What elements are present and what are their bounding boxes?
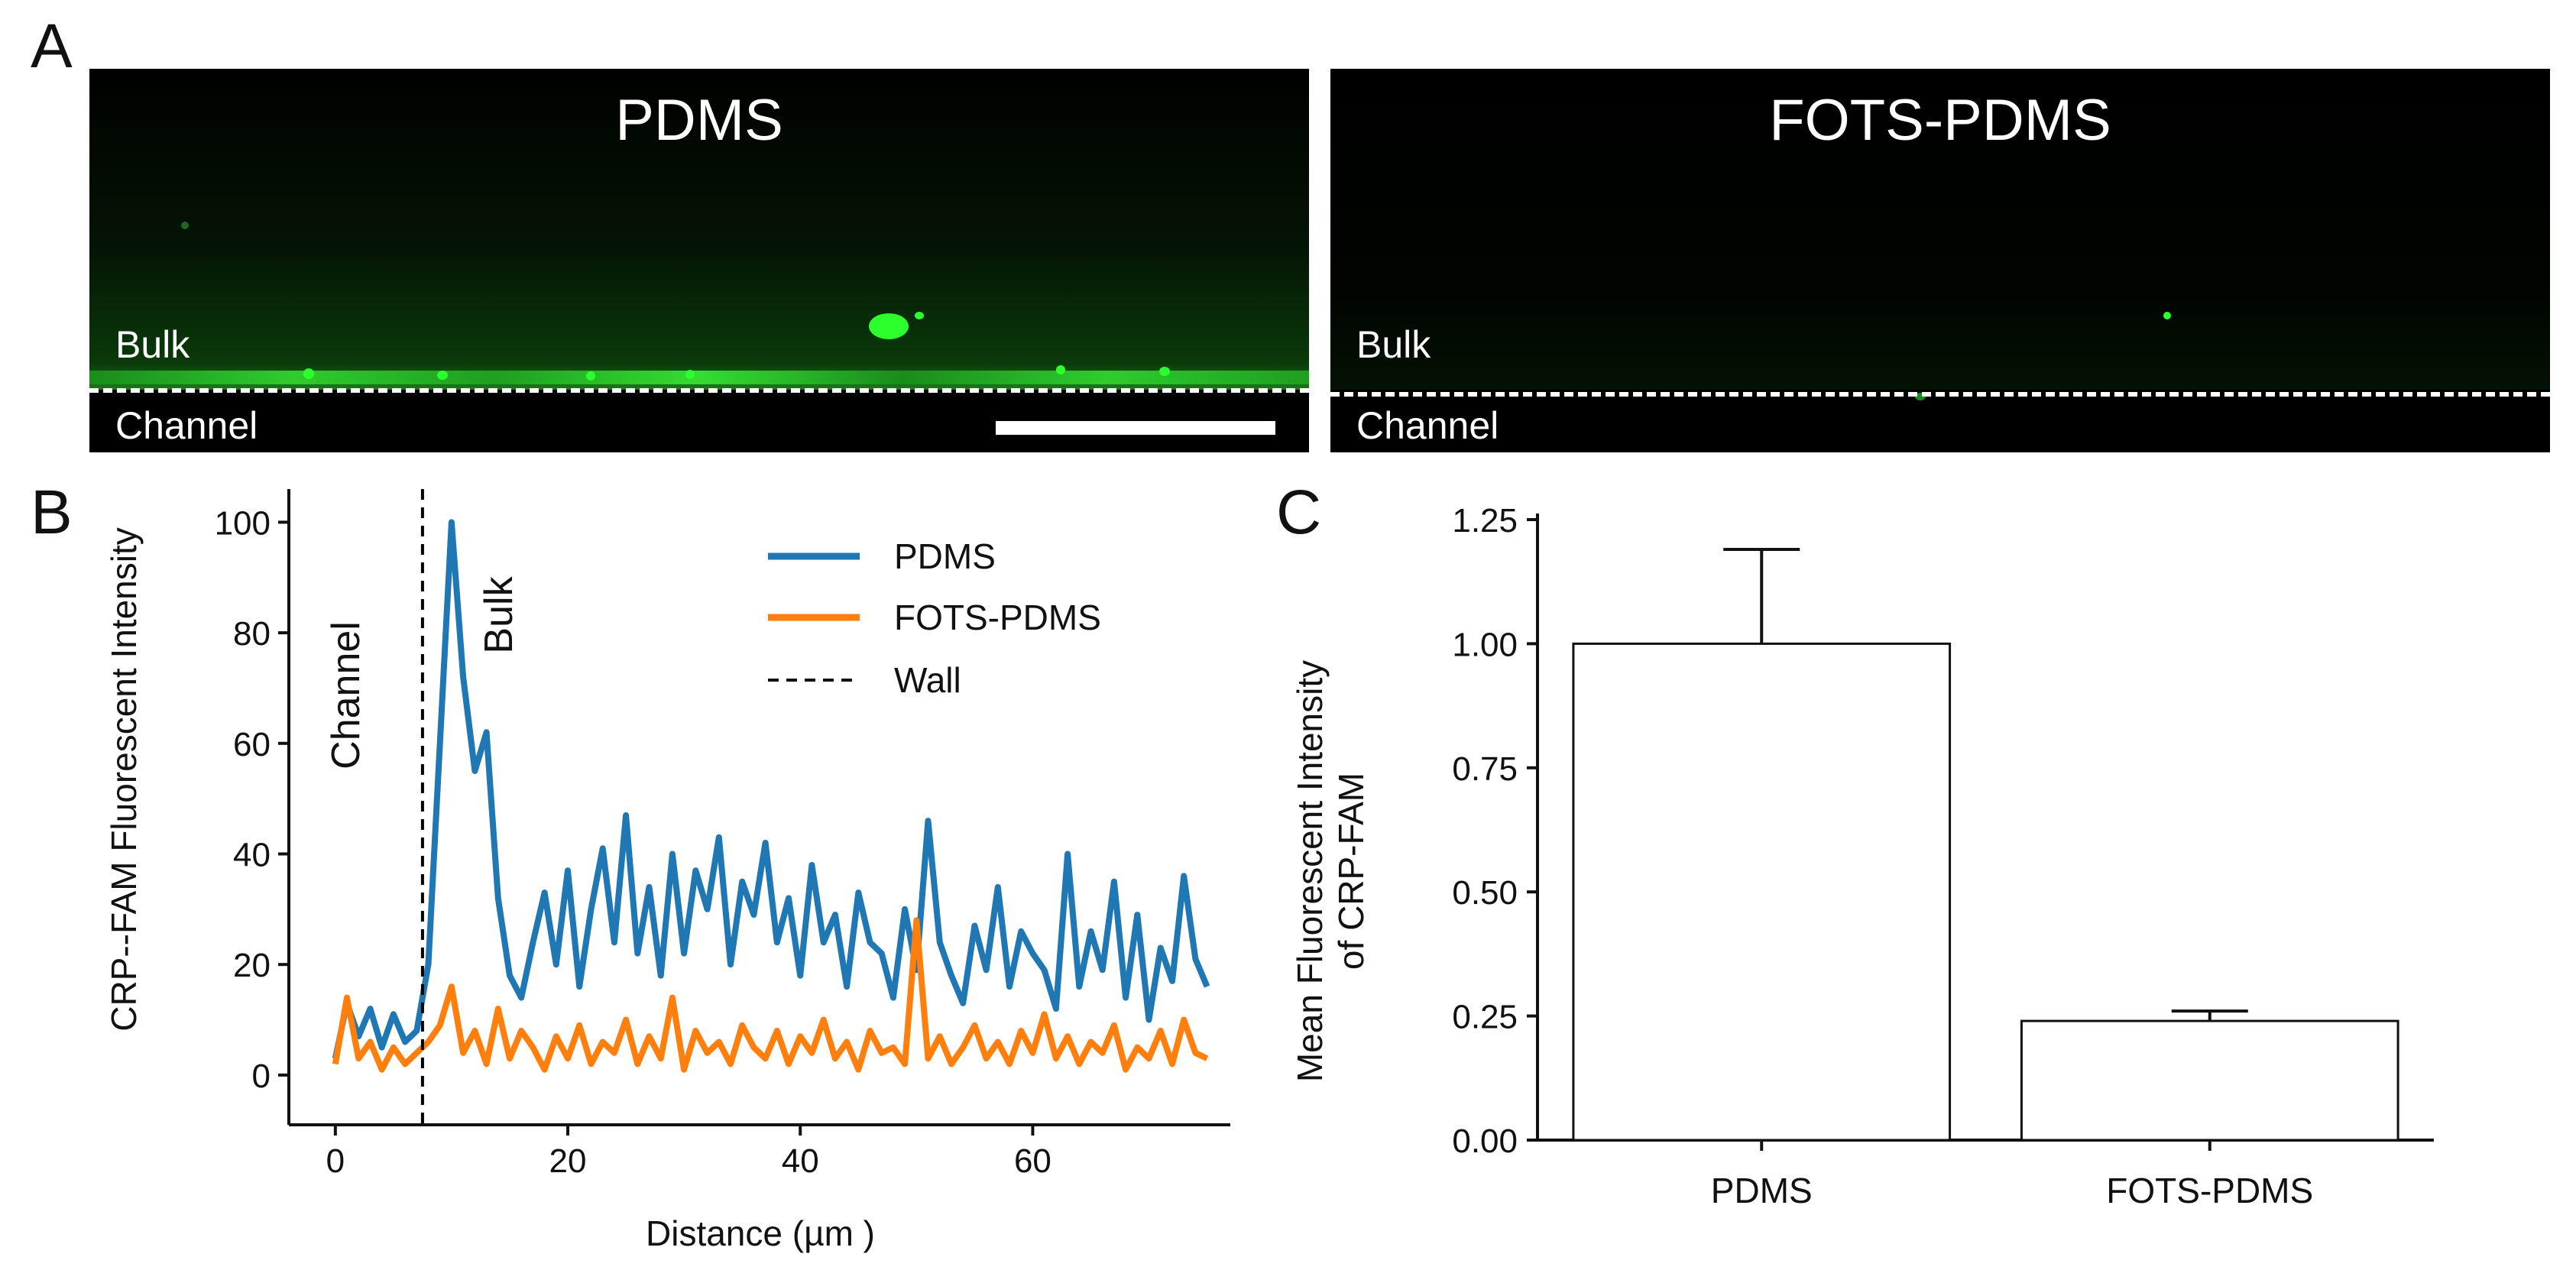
y-axis-label: CRP--FAM Fluorescent Intensity: [104, 527, 144, 1032]
series-line-fots-pdms: [332, 917, 1209, 1073]
channel-label: Channel: [1356, 404, 1499, 447]
wall-line: [1330, 392, 2550, 397]
micrograph-pdms: PDMS Bulk Channel: [89, 69, 1309, 452]
fluorescent-spot: [915, 312, 924, 319]
x-axis-label: Distance (µm ): [646, 1213, 875, 1253]
series-line-pdms: [332, 519, 1210, 1060]
bulk-label: Bulk: [1356, 323, 1431, 366]
bulk-label: Bulk: [115, 323, 190, 366]
fluorescent-spot: [181, 222, 189, 229]
panel-letter-c: C: [1276, 478, 1322, 547]
scale-bar: [996, 421, 1275, 435]
y-tick-label: 0.00: [1452, 1123, 1518, 1160]
fluorescent-aggregate: [869, 313, 909, 339]
legend-label-wall: Wall: [894, 660, 961, 700]
line-chart-intensity-profile: 0 20 40 60 80 100 0 20 40 60 CRP--FAM Fluorescent…: [104, 489, 1230, 1253]
fluorescent-spot: [1159, 367, 1170, 376]
x-tick-label: 40: [782, 1142, 819, 1180]
bar-chart-mean-intensity: 0.00 0.25 0.50 0.75 1.00 1.25 PDMS FOTS-PDMS Me…: [1290, 502, 2434, 1210]
fluorescent-spot: [303, 368, 314, 379]
bar-pdms: [1572, 642, 1952, 1142]
channel-label: Channel: [115, 404, 258, 447]
fluorescent-spot: [586, 371, 595, 381]
fluorescent-spot: [1056, 365, 1065, 374]
bulk-fluorescence-glow: [1330, 69, 2550, 390]
y-tick-label: 0.25: [1452, 999, 1518, 1036]
annotation-channel: Channel: [324, 621, 368, 769]
legend-label-fots-pdms: FOTS-PDMS: [894, 598, 1101, 637]
y-tick-label: 80: [233, 615, 271, 653]
y-tick-label: 0: [252, 1058, 271, 1095]
x-tick-label: FOTS-PDMS: [2106, 1171, 2313, 1210]
y-tick-label: 60: [233, 726, 271, 763]
y-tick-label: 1.25: [1452, 502, 1518, 539]
y-tick-label: 20: [233, 947, 271, 984]
fluorescent-spot: [2163, 312, 2171, 319]
micrograph-title: PDMS: [615, 88, 783, 153]
x-tick-label: 20: [549, 1142, 587, 1180]
y-tick-label: 1.00: [1452, 626, 1518, 663]
legend-label-pdms: PDMS: [894, 536, 996, 576]
panel-letter-a: A: [31, 11, 73, 81]
y-axis-label-line-2: of CRP-FAM: [1331, 773, 1371, 970]
y-tick-label: 40: [233, 836, 271, 873]
panel-letter-b: B: [31, 478, 73, 547]
x-tick-label: PDMS: [1711, 1171, 1813, 1210]
annotation-bulk: Bulk: [477, 575, 521, 653]
y-tick-label: 0.50: [1452, 874, 1518, 912]
wall-line: [89, 388, 1309, 393]
y-axis-label-line-1: Mean Fluorescent Intensity: [1290, 660, 1330, 1082]
micrograph-title: FOTS-PDMS: [1769, 88, 2111, 153]
legend: PDMS FOTS-PDMS Wall: [768, 536, 1101, 700]
fluorescent-spot: [1915, 393, 1926, 400]
fluorescent-spot: [437, 371, 448, 380]
x-tick-label: 0: [326, 1142, 345, 1180]
micrograph-fots-pdms: FOTS-PDMS Bulk Channel: [1330, 69, 2550, 452]
bulk-fluorescence-glow: [89, 69, 1309, 390]
wall-fluorescence-band: [89, 371, 1309, 384]
y-tick-label: 0.75: [1452, 750, 1518, 788]
bar-fots-pdms: [2020, 1019, 2399, 1142]
fluorescent-spot: [685, 370, 695, 379]
y-tick-label: 100: [215, 504, 271, 542]
x-tick-label: 60: [1014, 1142, 1051, 1180]
